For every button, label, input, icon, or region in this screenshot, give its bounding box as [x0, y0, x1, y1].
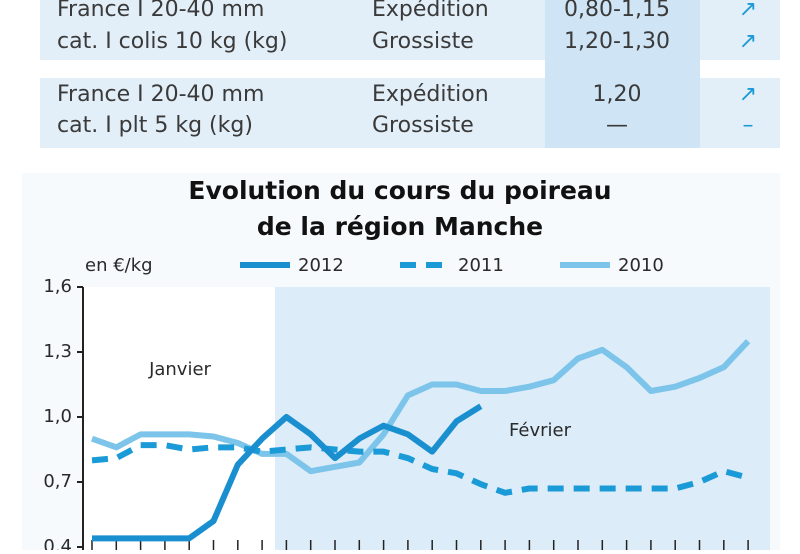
product: cat. I plt 5 kg (kg) [57, 113, 253, 138]
legend-label: 2010 [618, 255, 664, 276]
price: 1,20-1,30 [564, 29, 670, 54]
series-line [92, 403, 483, 542]
annotation: Janvier [148, 359, 211, 380]
trend: – [743, 113, 754, 138]
legend-label: 2012 [298, 255, 344, 276]
price-column-bg [545, 0, 700, 148]
price: 1,20 [593, 82, 642, 107]
series-line [91, 442, 749, 496]
annotation: Février [509, 420, 572, 441]
product: cat. I colis 10 kg (kg) [57, 29, 287, 54]
y-tick-label: 1,3 [43, 341, 72, 362]
series-line [90, 339, 751, 475]
chart-title: de la région Manche [257, 212, 543, 241]
stage: Grossiste [372, 113, 474, 138]
stage: Expédition [372, 82, 489, 107]
legend-label: 2011 [458, 255, 504, 276]
trend: ↗ [739, 82, 757, 107]
product: France I 20-40 mm [57, 0, 264, 22]
chart-title: Evolution du cours du poireau [188, 176, 611, 205]
y-tick-label: 1,6 [43, 276, 72, 297]
product: France I 20-40 mm [57, 82, 264, 107]
stage: Grossiste [372, 29, 474, 54]
february-shade [275, 287, 770, 550]
trend: ↗ [739, 29, 757, 54]
y-tick-label: 1,0 [43, 406, 72, 427]
y-tick-label: 0,7 [43, 471, 72, 492]
stage: Expédition [372, 0, 489, 22]
january-area [83, 287, 275, 550]
price: 0,80-1,15 [564, 0, 670, 22]
y-tick-label: 0,4 [43, 536, 72, 550]
price: — [606, 113, 628, 138]
trend: ↗ [739, 0, 757, 22]
unit-label: en €/kg [85, 255, 153, 276]
